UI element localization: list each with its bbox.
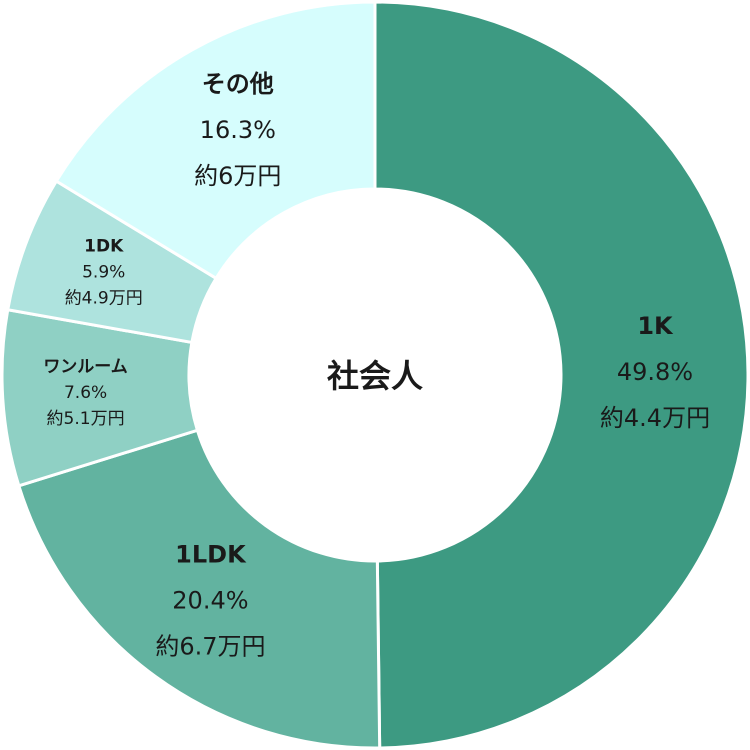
donut-slice (16, 428, 382, 750)
slice-rent: 約4.9万円 (65, 288, 143, 308)
slice-rent: 約4.4万円 (600, 404, 710, 432)
donut-slice (54, 0, 377, 281)
slice-name: 1LDK (175, 541, 247, 569)
slice-rent: 約6.7万円 (155, 633, 265, 661)
slice-rent: 約6万円 (194, 162, 281, 190)
center-label: 社会人 (327, 357, 423, 395)
slice-name: 1K (637, 312, 674, 340)
slice-name: その他 (202, 70, 274, 98)
slice-rent: 約5.1万円 (47, 409, 125, 429)
slice-percent: 16.3% (200, 116, 276, 144)
slice-name: ワンルーム (43, 357, 128, 377)
slice-percent: 49.8% (617, 358, 693, 386)
slice-percent: 20.4% (172, 587, 248, 615)
donut-slice (373, 0, 750, 750)
slice-percent: 5.9% (82, 262, 125, 282)
slice-name: 1DK (84, 236, 124, 256)
slice-percent: 7.6% (64, 383, 107, 403)
